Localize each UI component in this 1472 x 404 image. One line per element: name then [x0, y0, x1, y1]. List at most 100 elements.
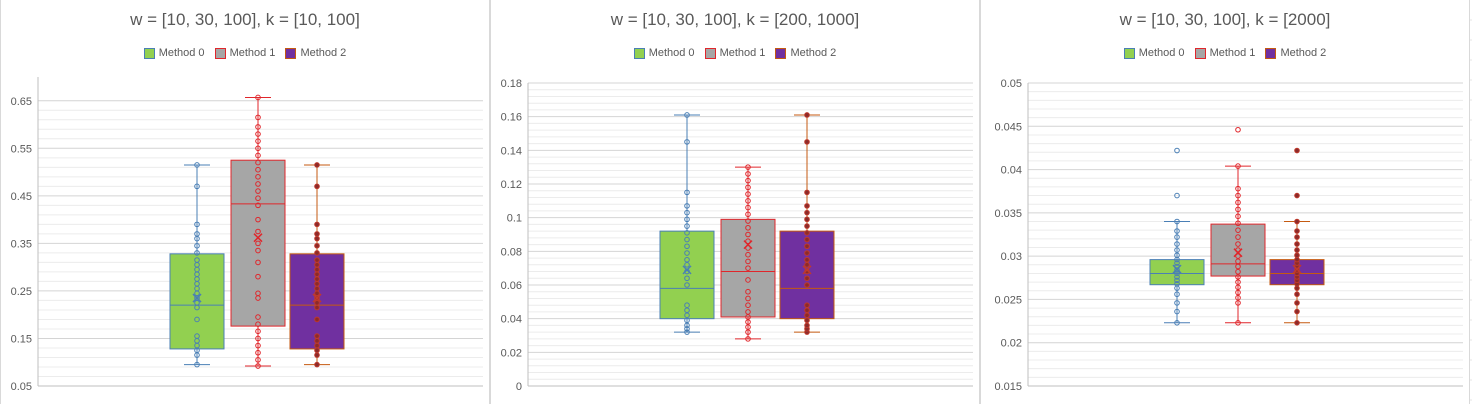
- legend-label: Method 0: [158, 47, 205, 59]
- data-point: [255, 145, 261, 152]
- data-point: [1174, 218, 1180, 225]
- data-point: [1235, 241, 1241, 247]
- y-tick-label: 0.25: [11, 286, 32, 298]
- data-point: [684, 189, 690, 196]
- data-point: [255, 259, 261, 266]
- data-point: [1235, 253, 1241, 259]
- data-point: [1235, 185, 1241, 192]
- data-point: [1174, 308, 1180, 315]
- y-tick-label: 0.12: [501, 179, 522, 191]
- data-point: [314, 316, 320, 323]
- data-point: [804, 275, 810, 282]
- legend-swatch-method-0: [1123, 47, 1135, 59]
- data-point: [804, 282, 810, 288]
- y-tick-label: 0.1: [507, 213, 522, 225]
- legend-label: Method 2: [790, 47, 837, 59]
- data-point: [255, 195, 261, 202]
- data-point: [1174, 192, 1180, 199]
- legend-label: Method 1: [229, 47, 276, 59]
- iqr-box: [169, 253, 225, 350]
- data-point: [745, 204, 751, 211]
- box-series-method-0: [1149, 147, 1205, 326]
- data-point: [314, 257, 320, 263]
- legend-item-method-0: Method 0: [633, 47, 695, 59]
- data-point: [1294, 147, 1300, 154]
- data-point: [1294, 247, 1300, 253]
- data-point: [314, 276, 320, 282]
- data-point: [255, 349, 261, 356]
- chart-panel-1[interactable]: w = [10, 30, 100], k = [10, 100] Method …: [0, 0, 490, 404]
- iqr-box: [720, 218, 776, 318]
- data-point: [804, 243, 810, 250]
- data-point: [1294, 228, 1300, 234]
- data-point: [745, 295, 751, 302]
- data-point: [255, 188, 261, 194]
- data-point: [255, 216, 261, 223]
- data-point: [255, 240, 261, 247]
- y-tick-label: 0.65: [11, 96, 32, 108]
- box-series-method-2: [779, 112, 835, 335]
- data-point: [745, 171, 751, 177]
- y-tick-label: 0.55: [11, 143, 32, 155]
- data-point: [804, 139, 810, 145]
- data-point: [745, 177, 751, 184]
- chart-panel-3[interactable]: w = [10, 30, 100], k = [2000] Method 0 M…: [980, 0, 1470, 404]
- mean-marker: [682, 265, 692, 275]
- mean-marker: [1172, 264, 1182, 274]
- box-series-method-0: [659, 112, 715, 335]
- y-tick-label: 0.05: [1001, 78, 1022, 90]
- data-point: [1235, 192, 1241, 199]
- legend-item-method-1: Method 1: [704, 47, 765, 59]
- data-point: [314, 271, 320, 278]
- data-point: [255, 131, 261, 137]
- mean-marker: [312, 293, 322, 303]
- legend-item-method-0: Method 0: [143, 47, 205, 59]
- chart-legend: Method 0 Method 1 Method 2: [491, 47, 979, 59]
- data-point: [745, 302, 751, 309]
- data-point: [684, 275, 690, 282]
- data-point: [745, 238, 751, 245]
- data-point: [1294, 308, 1300, 315]
- data-point: [745, 245, 751, 251]
- data-point: [314, 361, 320, 368]
- data-point: [255, 328, 261, 335]
- legend-item-method-0: Method 0: [1123, 47, 1185, 59]
- data-point: [1235, 206, 1241, 213]
- mean-marker: [253, 233, 263, 243]
- data-point: [745, 164, 751, 170]
- data-point: [804, 112, 810, 118]
- data-point: [745, 224, 751, 231]
- data-point: [194, 361, 200, 368]
- data-point: [1235, 234, 1241, 240]
- legend-swatch-method-0: [143, 47, 155, 59]
- chart-title: w = [10, 30, 100], k = [10, 100]: [130, 10, 360, 29]
- chart-panel-2[interactable]: w = [10, 30, 100], k = [200, 1000] Metho…: [490, 0, 980, 404]
- data-point: [745, 258, 751, 265]
- data-point: [745, 211, 751, 218]
- data-point: [804, 216, 810, 223]
- legend-swatch-method-0: [633, 47, 645, 59]
- data-point: [314, 338, 320, 344]
- data-point: [804, 317, 810, 324]
- data-point: [1174, 241, 1180, 247]
- data-point: [1235, 263, 1241, 270]
- y-tick-label: 0.025: [994, 294, 1022, 306]
- data-point: [314, 266, 320, 273]
- data-point: [314, 300, 320, 306]
- data-point: [255, 314, 261, 320]
- data-point: [745, 198, 751, 204]
- data-point: [1174, 277, 1180, 284]
- data-point: [1235, 294, 1241, 301]
- data-point: [804, 203, 810, 209]
- data-point: [804, 322, 810, 329]
- data-point: [1174, 281, 1180, 287]
- data-point: [1235, 300, 1241, 306]
- data-point: [745, 191, 751, 197]
- data-point: [314, 183, 320, 190]
- legend-item-method-2: Method 2: [775, 47, 836, 59]
- legend-item-method-2: Method 2: [285, 47, 346, 59]
- data-point: [314, 242, 320, 249]
- data-point: [1235, 126, 1241, 133]
- data-point: [255, 335, 261, 342]
- data-point: [255, 114, 261, 121]
